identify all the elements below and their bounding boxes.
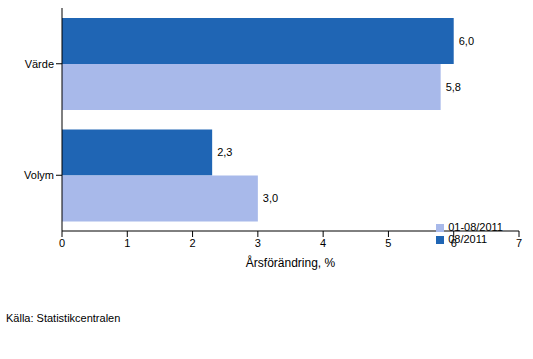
svg-text:1: 1 bbox=[124, 237, 130, 249]
svg-text:Årsförändring, %: Årsförändring, % bbox=[246, 255, 336, 270]
svg-text:2,3: 2,3 bbox=[217, 146, 232, 158]
svg-text:3: 3 bbox=[255, 237, 261, 249]
svg-text:0: 0 bbox=[59, 237, 65, 249]
svg-text:3,0: 3,0 bbox=[263, 192, 278, 204]
svg-text:6: 6 bbox=[451, 237, 457, 249]
svg-text:5,8: 5,8 bbox=[446, 81, 461, 93]
svg-text:4: 4 bbox=[320, 237, 326, 249]
svg-text:Värde: Värde bbox=[25, 58, 54, 70]
svg-text:2: 2 bbox=[190, 237, 196, 249]
svg-text:Volym: Volym bbox=[24, 169, 54, 181]
svg-text:7: 7 bbox=[516, 237, 522, 249]
svg-text:5: 5 bbox=[385, 237, 391, 249]
svg-text:6,0: 6,0 bbox=[459, 35, 474, 47]
